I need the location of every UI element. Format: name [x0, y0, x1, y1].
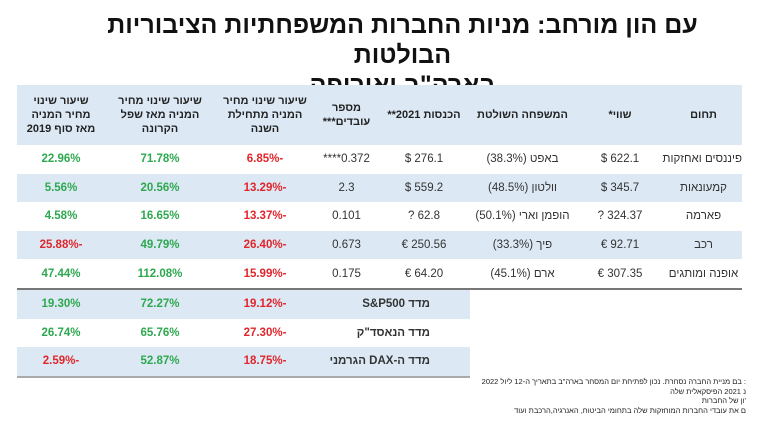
table-cell: פיך (33.3%) — [470, 230, 575, 260]
table-cell: -19.12% — [215, 288, 315, 319]
table-cell: 52.87% — [105, 347, 215, 378]
footnote: ם את עובדי החברות המוחזקות שלה בתחומי הב… — [514, 405, 746, 415]
table-cell: רכב — [665, 230, 742, 260]
column-header: שיעור שינוי מחיר המניה מתחילת השנה — [215, 85, 315, 145]
table-cell: 26.74% — [41, 326, 81, 339]
table-cell: 324.37 ? — [597, 210, 643, 223]
table-cell: 622.1 $ — [600, 153, 640, 166]
table-cell: -15.99% — [215, 259, 315, 290]
table-cell: 5.56% — [17, 173, 105, 203]
table-cell: -13.37% — [243, 210, 287, 223]
table-row: פארמה 324.37 ? הופמן וארי (50.1%) 62.8 ? 0.1… — [17, 202, 742, 231]
table-cell: 47.44% — [17, 259, 105, 290]
table-row: אופנה ומותגים 307.35 € ארם (45.1%) 64.20 €0… — [17, 259, 742, 290]
empty-cell — [470, 318, 575, 348]
footnote: : בם מניית החברה נסחרת. נכון לפתיחת יום … — [481, 377, 746, 386]
table-cell: הופמן וארי (50.1%) — [475, 210, 570, 223]
table-cell: פארמה — [685, 210, 722, 223]
table-cell: 64.20 € — [378, 259, 470, 290]
family-companies-table: תחום שווי* המשפחה השולטת הכנסות 2021** מספר … — [17, 85, 742, 378]
index-label: מדד S&P500 — [315, 288, 470, 319]
table-cell: 16.65% — [140, 210, 180, 223]
index-row: מדד ה-DAX הגרמני -18.75% 52.87% -2.59% — [17, 347, 742, 378]
header-row: תחום שווי* המשפחה השולטת הכנסות 2021** מספר … — [17, 85, 742, 145]
slide-title: עם הון מורחב: מניות החברות המשפחתיות הצי… — [60, 10, 745, 100]
table-cell: 250.56 € — [378, 230, 470, 260]
table-cell: -6.85% — [246, 153, 284, 166]
column-header: שיעור שינוי מחיר המניה מאז שפל הקרונה — [105, 85, 215, 145]
column-header: שיעור שינוי מחיר המניה מאז סוף 2019 — [17, 85, 105, 145]
table-cell: 49.79% — [105, 230, 215, 260]
table-cell: -25.88% — [17, 230, 105, 260]
table-cell: אופנה ומותגים — [665, 259, 742, 290]
table-cell: 345.7 $ — [575, 173, 665, 203]
empty-cell — [575, 318, 665, 348]
footnote: 'ון של החברות — [701, 396, 746, 405]
table-cell: 0.372**** — [323, 153, 370, 166]
footnotes: : בם מניית החברה נסחרת. נכון לפתיחת יום … — [470, 377, 746, 415]
table-cell: 276.1 $ — [404, 153, 444, 166]
table-cell: -2.59% — [17, 347, 105, 378]
column-header: המשפחה השולטת — [470, 85, 575, 145]
empty-cell — [665, 347, 742, 377]
index-label: מדד ה-DAX הגרמני — [315, 347, 470, 378]
table-cell: 20.56% — [105, 173, 215, 203]
index-row: מדד הנאסד"ק -27.30% 65.76% 26.74% — [17, 318, 742, 348]
table-cell: -13.29% — [215, 173, 315, 203]
index-row: מדד S&P500 -19.12% 72.27% 19.30% — [17, 288, 742, 319]
column-header: תחום — [665, 85, 742, 145]
table-cell: 559.2 $ — [378, 173, 470, 203]
table-cell: ארם (45.1%) — [470, 259, 575, 290]
table-row: קמעונאות 345.7 $ וולטון (48.5%) 559.2 $2.3-… — [17, 173, 742, 203]
empty-cell — [665, 318, 742, 348]
empty-cell — [470, 288, 575, 319]
table-cell: 72.27% — [105, 288, 215, 319]
title-line-1: עם הון מורחב: מניות החברות המשפחתיות הצי… — [107, 11, 698, 69]
column-header: הכנסות 2021** — [378, 85, 470, 145]
table-cell: 0.175 — [315, 259, 378, 290]
table-cell: 0.101 — [332, 210, 361, 223]
table-cell: -18.75% — [215, 347, 315, 378]
table-cell: -26.40% — [215, 230, 315, 260]
index-label: מדד הנאסד"ק — [356, 326, 430, 339]
table-cell: וולטון (48.5%) — [470, 173, 575, 203]
table-cell: 0.673 — [315, 230, 378, 260]
empty-cell — [665, 288, 742, 319]
empty-cell — [470, 347, 575, 377]
table-cell: 2.3 — [315, 173, 378, 203]
table-cell: 71.78% — [140, 153, 180, 166]
table-cell: 22.96% — [41, 153, 81, 166]
table-cell: 92.71 € — [575, 230, 665, 260]
empty-cell — [575, 347, 665, 377]
empty-cell — [575, 288, 665, 319]
column-header: מספר עובדים*** — [315, 85, 378, 145]
table-cell: 112.08% — [105, 259, 215, 290]
footnote: נ 2021 הפיסקאלית שלה — [670, 386, 746, 396]
table-cell: 19.30% — [17, 288, 105, 319]
table-cell: פיננסים ואחזקות — [662, 153, 742, 166]
table-cell: 4.58% — [44, 210, 78, 223]
table-cell: 307.35 € — [575, 259, 665, 290]
table-cell: באפט (38.3%) — [486, 153, 559, 166]
table-cell: 65.76% — [140, 326, 180, 339]
table-cell: -27.30% — [243, 326, 287, 339]
table-row: רכב 92.71 € פיך (33.3%) 250.56 €0.673 -26.40… — [17, 230, 742, 260]
table-cell: קמעונאות — [665, 173, 742, 203]
table-row: פיננסים ואחזקות 622.1 $ באפט (38.3%) 276.1 … — [17, 145, 742, 174]
table-cell: 62.8 ? — [408, 210, 440, 223]
column-header: שווי* — [575, 85, 665, 145]
